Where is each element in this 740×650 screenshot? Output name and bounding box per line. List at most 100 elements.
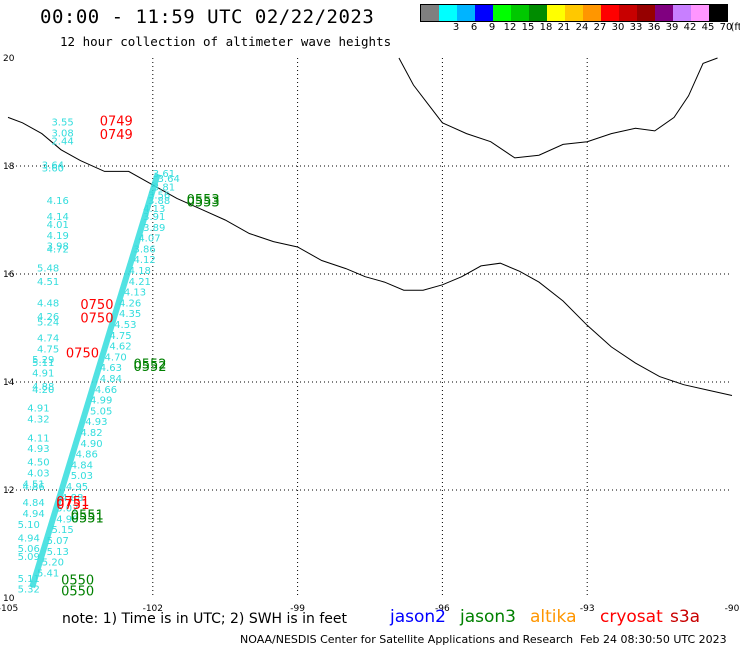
map-subtitle: 12 hour collection of altimeter wave hei… — [60, 34, 392, 49]
color-scale-tick-label: 39 — [665, 22, 679, 33]
wave-height-labels: 3.553.082.443.643.604.164.144.014.193.98… — [18, 115, 220, 600]
swh-label: 5.06 — [18, 544, 40, 555]
map-axes: -105 -102 -99 -96 -93 -90 20 18 16 14 12 10 — [0, 54, 740, 614]
swh-label: 5.24 — [37, 317, 59, 328]
swh-label: 4.03 — [27, 469, 49, 480]
swh-label: 5.11 — [32, 358, 54, 369]
pass-time-label: 0553 — [187, 193, 220, 208]
swh-label: 4.35 — [119, 309, 141, 320]
swh-label: 4.48 — [37, 298, 59, 309]
units-note: note: 1) Time is in UTC; 2) SWH is in fe… — [62, 611, 348, 627]
swh-label: 4.12 — [133, 255, 155, 266]
pass-time-label: 0749 — [100, 128, 133, 143]
swh-label: 4.26 — [37, 312, 59, 323]
satellite-name-s3a: s3a — [670, 607, 701, 627]
swh-label: 3.81 — [153, 182, 175, 193]
swh-label: 4.84 — [22, 498, 44, 509]
satellite-name-cryosat: cryosat — [600, 607, 663, 627]
swh-label: 5.03 — [71, 471, 93, 482]
lon-tick-label: -96 — [435, 604, 450, 614]
gulf-coastline — [398, 57, 718, 159]
swh-label: 5.20 — [42, 558, 64, 569]
swh-label: 4.20 — [32, 385, 54, 396]
color-swatch — [511, 5, 529, 21]
swh-label: 4.88 — [61, 493, 83, 504]
swh-label: 3.89 — [143, 223, 165, 234]
pacific-coastline — [7, 116, 733, 396]
color-swatch — [529, 5, 547, 21]
swh-label: 5.11 — [18, 574, 40, 585]
swh-label: 4.82 — [80, 428, 102, 439]
swh-label: 4.13 — [124, 288, 146, 299]
lat-tick-label: 12 — [3, 486, 14, 496]
lat-tick-label: 18 — [3, 162, 15, 172]
color-scale-tick-label: 33 — [629, 22, 643, 33]
swh-label: 2.44 — [51, 136, 73, 147]
swh-label: 4.91 — [27, 404, 49, 415]
color-scale-tick-label: 42 — [683, 22, 697, 33]
swh-label: 4.26 — [119, 298, 141, 309]
credit-text: NOAA/NESDIS Center for Satellite Applica… — [240, 633, 574, 646]
swh-label: 4.11 — [27, 433, 49, 444]
pass-time-label: 0551 — [71, 511, 104, 526]
swh-label: 4.84 — [100, 374, 122, 385]
color-scale-tick-label: 27 — [593, 22, 607, 33]
swh-label: 3.98 — [47, 242, 69, 253]
color-swatch — [475, 5, 493, 21]
color-scale-tick-label: 15 — [521, 22, 535, 33]
swh-label: 4.32 — [27, 415, 49, 426]
swh-label: 4.14 — [47, 212, 69, 223]
swh-label: 5.09 — [18, 552, 40, 563]
lat-tick-label: 16 — [3, 270, 15, 280]
pass-time-label: 0749 — [100, 115, 133, 130]
color-swatch — [439, 5, 457, 21]
swh-label: 4.98 — [56, 514, 78, 525]
lat-tick-label: 20 — [3, 54, 15, 64]
swh-label: 3.61 — [153, 169, 175, 180]
lon-tick-label: -102 — [143, 604, 163, 614]
swh-label: 3.91 — [143, 212, 165, 223]
swh-label: 4.86 — [76, 450, 98, 461]
pass-time-label: 0551 — [71, 509, 104, 524]
color-swatch — [691, 5, 709, 21]
color-scale-tick-label: 21 — [557, 22, 571, 33]
color-scale-unit: (ft) — [730, 22, 740, 33]
color-swatch — [583, 5, 601, 21]
color-scale-tick-label: 3 — [452, 22, 460, 33]
swh-label: 4.72 — [47, 244, 69, 255]
swh-label: 4.18 — [129, 266, 151, 277]
swh-label: 5.29 — [32, 355, 54, 366]
swh-label: 5.02 — [56, 504, 78, 515]
swh-label: 4.88 — [32, 382, 54, 393]
pass-time-label: 0750 — [66, 347, 99, 362]
color-swatch — [709, 5, 727, 21]
color-swatch — [493, 5, 511, 21]
swh-label: 3.56 — [148, 190, 170, 201]
color-scale-tick-label: 45 — [701, 22, 715, 33]
swh-label: 3.88 — [148, 196, 170, 207]
color-scale-tick-label: 6 — [470, 22, 478, 33]
swh-label: 4.86 — [22, 482, 44, 493]
swh-label: 4.21 — [129, 277, 151, 288]
swh-label: 4.93 — [27, 444, 49, 455]
color-swatch — [421, 5, 439, 21]
swh-label: 3.55 — [51, 118, 73, 129]
swh-label: 4.84 — [71, 460, 93, 471]
swh-label: 4.13 — [143, 204, 165, 215]
color-scale-tick-label: 36 — [647, 22, 661, 33]
swh-label: 4.94 — [22, 509, 44, 520]
coastline — [7, 57, 733, 396]
swh-label: 4.01 — [47, 220, 69, 231]
color-scale-bar — [420, 4, 728, 22]
pass-time-label: 0552 — [133, 358, 166, 373]
pass-time-label: 0552 — [133, 360, 166, 375]
swh-label: 4.62 — [109, 342, 131, 353]
swh-label: 3.60 — [42, 163, 64, 174]
swh-label: 4.91 — [32, 369, 54, 380]
color-swatch — [601, 5, 619, 21]
swh-label: 5.10 — [18, 520, 40, 531]
swh-label: 4.66 — [95, 385, 117, 396]
pass-time-label: 0750 — [80, 312, 113, 327]
color-swatch — [565, 5, 583, 21]
